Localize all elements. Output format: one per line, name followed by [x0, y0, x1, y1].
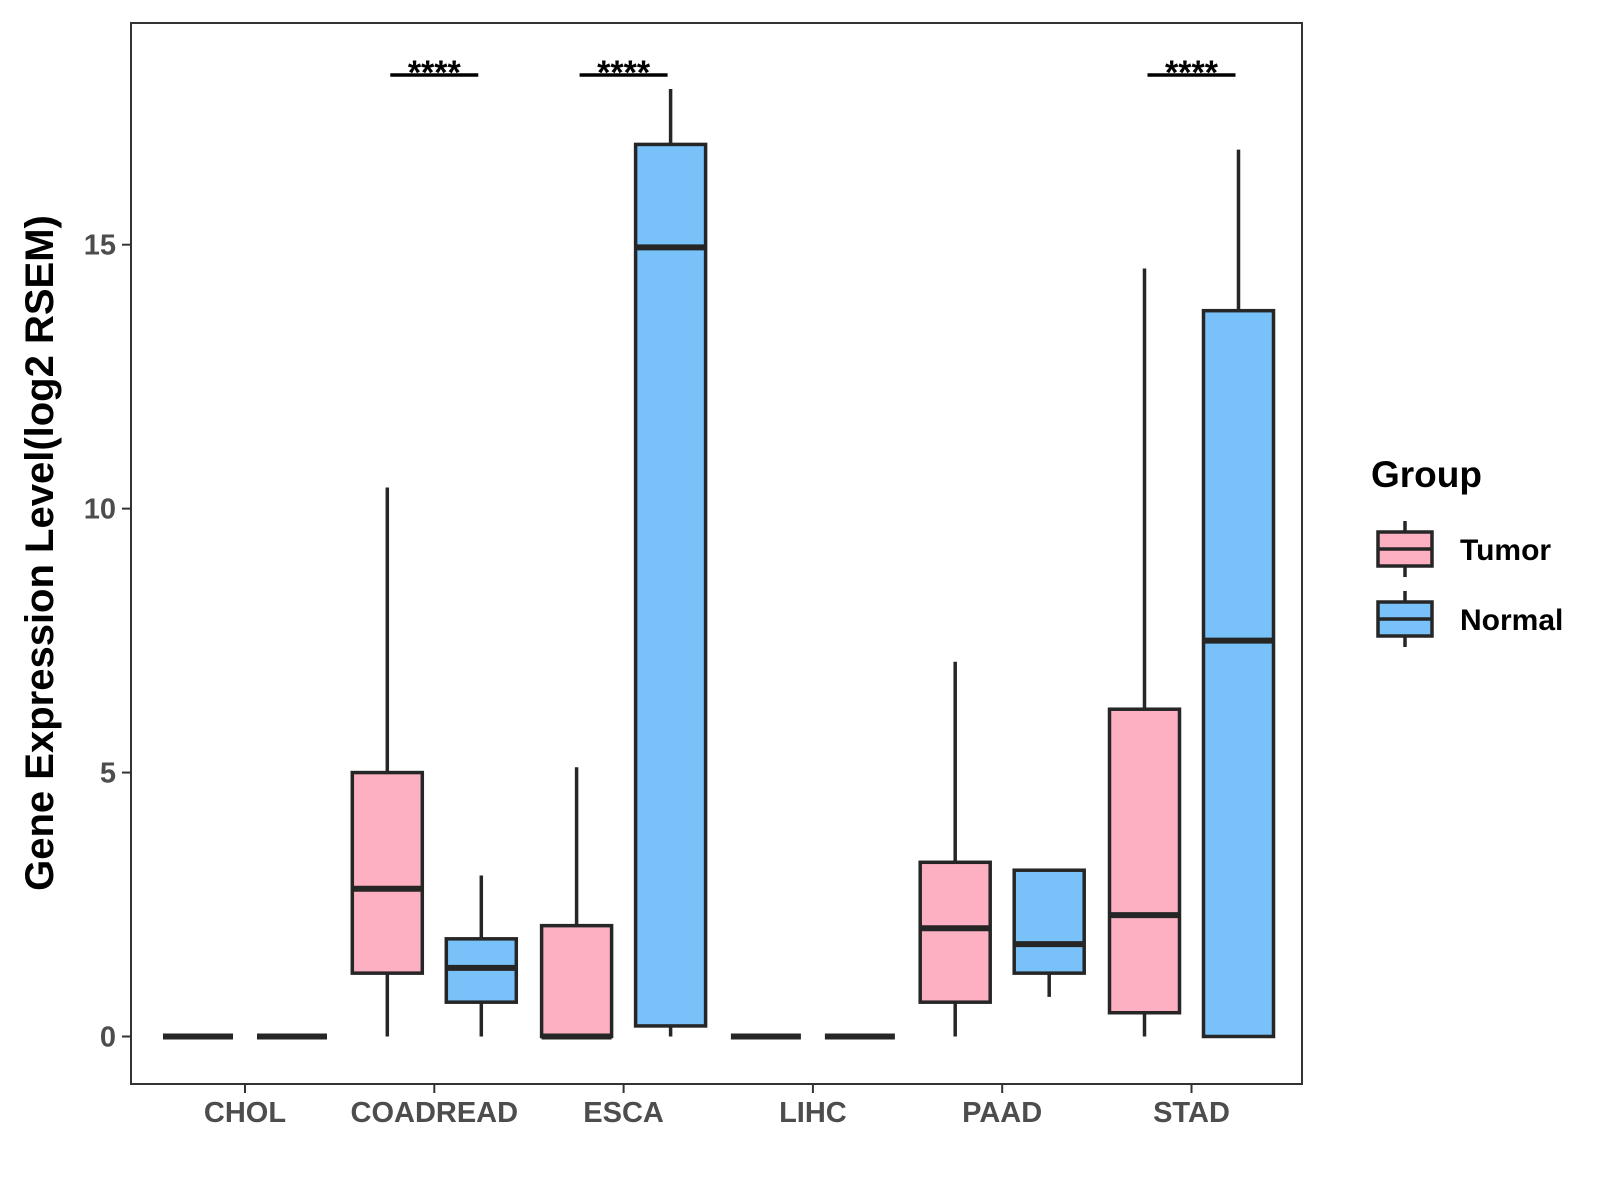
x-tick-label-coadread: COADREAD: [351, 1097, 519, 1129]
legend-label-tumor: Tumor: [1460, 534, 1551, 567]
box-paad-tumor: [918, 661, 992, 1037]
box-body-stad-normal: [1201, 308, 1276, 1039]
significance-label-stad: ****: [1165, 54, 1219, 92]
y-tick-label-5: 5: [100, 758, 116, 790]
box-body-coadread-tumor: [350, 770, 425, 975]
box-esca-tumor: [539, 767, 614, 1040]
legend-item-tumor: Tumor: [1376, 521, 1551, 577]
x-tick-label-lihc: LIHC: [779, 1097, 847, 1129]
box-body-esca-tumor: [539, 923, 614, 1039]
significance-layer: **** **** ****: [390, 54, 1236, 92]
box-stad-normal: [1201, 149, 1276, 1039]
x-tick-label-paad: PAAD: [962, 1097, 1042, 1129]
x-axis: CHOL COADREAD ESCA LIHC PAAD STAD: [204, 1084, 1230, 1129]
box-coadread-tumor: [350, 487, 425, 1037]
box-body-paad-tumor: [918, 860, 992, 1004]
box-paad-normal: [1012, 868, 1086, 997]
box-stad-tumor: [1107, 268, 1182, 1037]
y-tick-label-15: 15: [84, 230, 116, 262]
legend: Group Tumor Normal: [1371, 454, 1563, 647]
y-tick-label-0: 0: [100, 1021, 116, 1053]
y-axis: 0 5 10 15: [84, 230, 131, 1053]
y-axis-title: Gene Expression Level(log2 RSEM): [18, 215, 62, 891]
x-tick-label-stad: STAD: [1153, 1097, 1230, 1129]
box-body-esca-normal: [633, 142, 708, 1028]
legend-title: Group: [1371, 454, 1482, 495]
significance-label-esca: ****: [597, 54, 651, 92]
x-tick-label-esca: ESCA: [583, 1097, 664, 1129]
box-esca-normal: [633, 88, 708, 1037]
box-body-paad-normal: [1012, 868, 1086, 975]
legend-item-normal: Normal: [1376, 591, 1563, 647]
x-tick-label-chol: CHOL: [204, 1097, 286, 1129]
box-coadread-normal: [444, 875, 519, 1037]
box-body-stad-tumor: [1107, 707, 1182, 1015]
y-tick-label-10: 10: [84, 494, 116, 526]
plot-panel: [130, 22, 1303, 1085]
boxes-layer: [163, 88, 1276, 1040]
legend-label-normal: Normal: [1460, 604, 1563, 637]
significance-label-coadread: ****: [408, 54, 462, 92]
